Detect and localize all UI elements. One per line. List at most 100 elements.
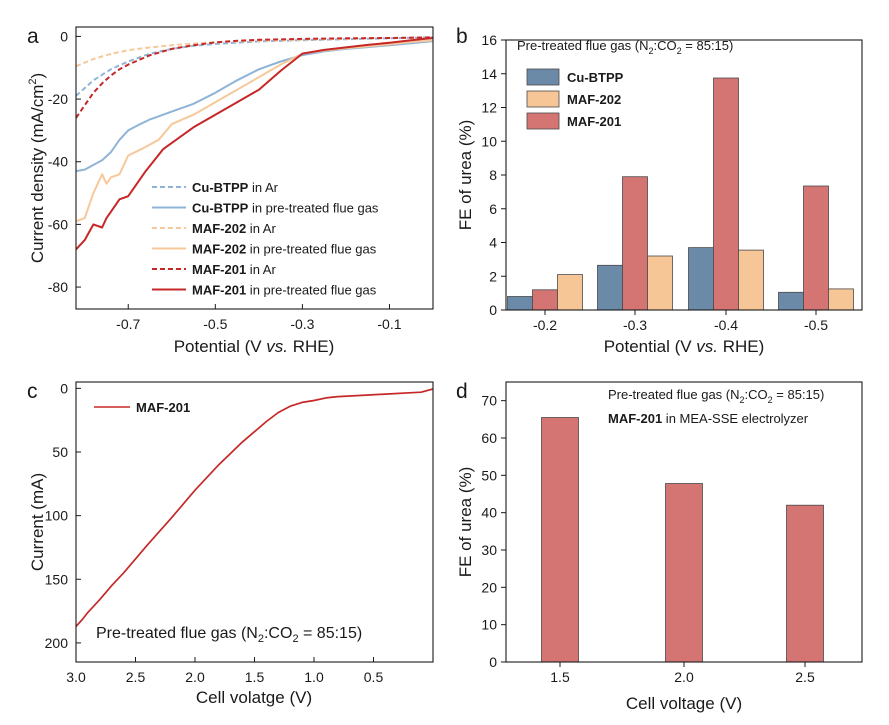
legend-swatch-cu-btpp — [526, 68, 560, 86]
x-tick-label: -0.2 — [533, 317, 557, 333]
y-tick-label: 2 — [489, 268, 497, 284]
panel-b-bars — [507, 77, 854, 311]
bar-maf201-2.0 — [665, 483, 703, 663]
panel-a-lines — [76, 36, 433, 251]
legend-label-maf-202: MAF-202 — [567, 92, 621, 107]
y-tick-label: 30 — [481, 542, 497, 558]
panel-d: 1.5 2.0 2.5 0 10 20 30 40 50 60 70 Pre-treated flu… — [456, 381, 863, 713]
panel-c-ylabel: Current (mA) — [28, 473, 47, 571]
y-tick-label: 10 — [481, 133, 497, 149]
panel-c-legend-label: MAF-201 — [136, 400, 190, 415]
panel-d-ylabel: FE of urea (%) — [456, 467, 475, 578]
x-tick-label: 2.0 — [674, 669, 694, 685]
legend-swatch-maf-201 — [526, 112, 560, 130]
legend-label-maf201_flue: MAF-201 in pre-treated flue gas — [192, 283, 377, 298]
y-tick-label: -40 — [48, 154, 68, 170]
panel-d-ticks: 1.5 2.0 2.5 0 10 20 30 40 50 60 70 — [481, 393, 815, 685]
legend-label-cu-btpp: Cu-BTPP — [567, 70, 624, 85]
panel-b-title: Pre-treated flue gas (N2:CO2 = 85:15) — [517, 38, 733, 56]
panel-c-frame — [75, 381, 434, 663]
bar-maf-202--0.5 — [828, 288, 854, 311]
bar-maf201-2.5 — [786, 504, 824, 663]
legend-label-maf201_ar: MAF-201 in Ar — [192, 262, 276, 277]
bar-maf-202--0.2 — [557, 274, 583, 311]
y-tick-label: 10 — [481, 617, 497, 633]
series-maf201-cell — [76, 388, 433, 627]
bar-cu-btpp--0.4 — [688, 247, 714, 311]
x-tick-label: -0.4 — [714, 317, 738, 333]
bar-cu-btpp--0.5 — [778, 291, 804, 311]
panel-c-ticks: 3.0 2.5 2.0 1.5 1.0 0.5 0 50 100 150 200 — [45, 380, 384, 685]
x-tick-label: 0.5 — [364, 669, 384, 685]
panel-c-lines — [76, 388, 433, 627]
y-tick-label: 0 — [489, 654, 497, 670]
y-tick-label: 40 — [481, 505, 497, 521]
legend-label-maf202_ar: MAF-202 in Ar — [192, 221, 276, 236]
y-tick-label: 70 — [481, 393, 497, 409]
panel-b-xlabel: Potential (V vs. RHE) — [604, 337, 765, 356]
bar-maf-202--0.4 — [738, 249, 764, 311]
y-tick-label: 150 — [45, 571, 69, 587]
series-maf201_flue — [76, 37, 433, 251]
panel-label-a: a — [27, 25, 39, 48]
panel-d-xlabel: Cell voltage (V) — [626, 694, 742, 713]
y-tick-label: -80 — [48, 279, 68, 295]
bar-maf-201--0.5 — [803, 185, 829, 311]
x-tick-label: 2.0 — [185, 669, 205, 685]
y-tick-label: 0 — [489, 302, 497, 318]
y-tick-label: 200 — [45, 635, 69, 651]
panel-c: 3.0 2.5 2.0 1.5 1.0 0.5 0 50 100 150 200 MAF-201 P… — [28, 380, 434, 707]
y-tick-label: 20 — [481, 579, 497, 595]
y-tick-label: 50 — [481, 467, 497, 483]
panel-d-bars — [541, 417, 824, 663]
panel-a-legend: Cu-BTPP in Ar Cu-BTPP in pre-treated flue… — [152, 180, 379, 298]
x-tick-label: -0.7 — [116, 316, 140, 332]
y-tick-label: 8 — [489, 167, 497, 183]
x-tick-label: 1.5 — [245, 669, 265, 685]
legend-label-cu_ar: Cu-BTPP in Ar — [192, 180, 279, 195]
x-tick-label: -0.5 — [203, 316, 227, 332]
y-tick-label: 4 — [489, 235, 497, 251]
panel-a-xlabel: Potential (V vs. RHE) — [174, 337, 335, 356]
bar-cu-btpp--0.3 — [597, 264, 623, 311]
panel-label-c: c — [27, 380, 38, 403]
y-tick-label: 0 — [60, 28, 68, 44]
panel-b-ylabel: FE of urea (%) — [456, 120, 475, 231]
y-tick-label: 60 — [481, 430, 497, 446]
x-tick-label: 2.5 — [795, 669, 815, 685]
legend-swatch-maf-202 — [526, 90, 560, 108]
panel-d-subtitle: MAF-201 in MEA-SSE electrolyzer — [608, 411, 809, 426]
y-tick-label: 50 — [52, 444, 68, 460]
panel-d-title: Pre-treated flue gas (N2:CO2 = 85:15) — [608, 387, 824, 405]
y-tick-label: -60 — [48, 216, 68, 232]
bar-cu-btpp--0.2 — [507, 296, 533, 311]
legend-label-maf-201: MAF-201 — [567, 114, 621, 129]
bar-maf-201--0.2 — [532, 289, 558, 311]
legend-label-cu_flue: Cu-BTPP in pre-treated flue gas — [192, 201, 379, 216]
x-tick-label: 3.0 — [66, 669, 86, 685]
x-tick-label: 1.5 — [550, 669, 570, 685]
x-tick-label: -0.5 — [804, 317, 828, 333]
panel-c-xlabel: Cell volatge (V) — [196, 688, 312, 707]
panel-a: -0.7 -0.5 -0.3 -0.1 0 -20 -40 -60 -80 Cu-BTPP in… — [27, 26, 434, 356]
bar-maf-201--0.4 — [713, 77, 739, 311]
series-maf201_ar — [76, 36, 433, 119]
x-tick-label: 1.0 — [304, 669, 324, 685]
panel-label-d: d — [456, 380, 468, 403]
panel-label-b: b — [456, 25, 468, 48]
x-tick-label: -0.1 — [377, 316, 401, 332]
bar-maf201-1.5 — [541, 417, 579, 663]
panel-a-frame — [75, 26, 434, 310]
x-tick-label: -0.3 — [623, 317, 647, 333]
y-tick-label: 16 — [481, 32, 497, 48]
panel-a-ylabel: Current density (mA/cm2) — [27, 73, 47, 263]
x-tick-label: -0.3 — [290, 316, 314, 332]
legend-label-maf202_flue: MAF-202 in pre-treated flue gas — [192, 242, 377, 257]
x-tick-label: 2.5 — [126, 669, 146, 685]
y-tick-label: 100 — [45, 508, 69, 524]
panel-b-legend: Cu-BTPP MAF-202 MAF-201 — [526, 68, 624, 130]
y-tick-label: 6 — [489, 201, 497, 217]
bar-maf-202--0.3 — [647, 255, 673, 311]
panel-b-ticks: -0.2 -0.3 -0.4 -0.5 0 2 4 6 8 10 12 14 16 — [481, 32, 828, 333]
panel-c-annotation: Pre-treated flue gas (N2:CO2 = 85:15) — [96, 625, 362, 645]
